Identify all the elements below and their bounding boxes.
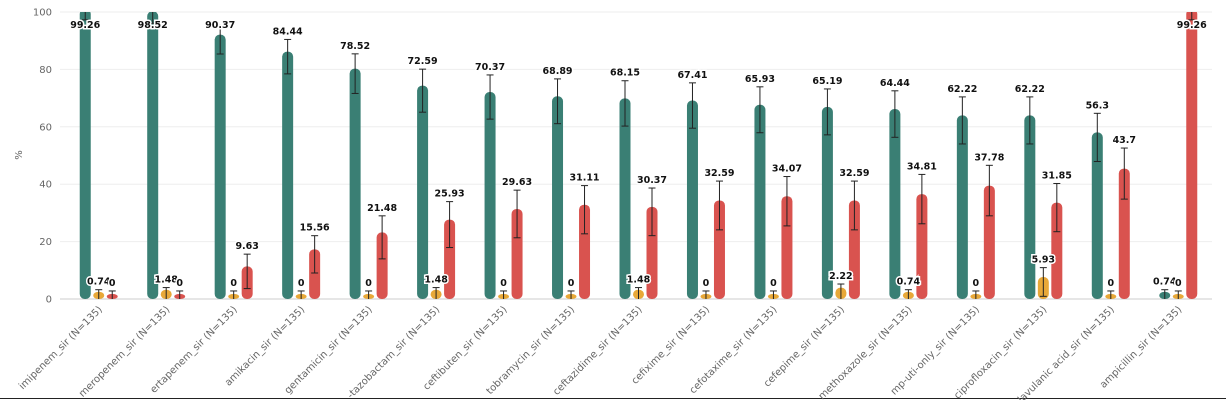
bar xyxy=(686,100,698,299)
bar xyxy=(1118,168,1130,299)
bar xyxy=(956,115,968,299)
bar xyxy=(646,206,658,299)
bar xyxy=(916,194,928,299)
value-label: 65.19 xyxy=(812,76,842,87)
value-label: 25.93 xyxy=(435,189,465,200)
value-label: 31.11 xyxy=(569,173,599,184)
value-label: 99.26 xyxy=(70,20,100,31)
bar xyxy=(214,34,226,299)
value-label: 31.85 xyxy=(1042,170,1072,181)
value-label: 68.15 xyxy=(610,68,640,79)
y-tick-label: 100 xyxy=(33,8,52,19)
value-label: 9.63 xyxy=(235,241,258,252)
value-label: 65.93 xyxy=(745,74,775,85)
value-label: 34.07 xyxy=(772,164,802,175)
bar xyxy=(848,200,860,299)
y-tick-label: 40 xyxy=(39,180,52,191)
value-label: 70.37 xyxy=(475,62,505,73)
bar xyxy=(79,12,91,299)
bar xyxy=(552,96,564,299)
value-label: 98.52 xyxy=(138,20,168,31)
value-label: 0 xyxy=(298,278,305,289)
bar xyxy=(376,232,388,299)
y-tick-label: 20 xyxy=(39,237,52,248)
bar xyxy=(1091,132,1103,299)
value-label: 67.41 xyxy=(677,70,707,81)
value-label: 1.48 xyxy=(424,275,448,286)
value-label: 37.78 xyxy=(974,152,1004,163)
bar xyxy=(511,208,523,299)
y-tick-label: 80 xyxy=(39,65,52,76)
bar xyxy=(821,106,833,299)
bar xyxy=(754,104,766,299)
value-label: 1.48 xyxy=(154,275,178,286)
plot-area xyxy=(79,12,1198,299)
bar xyxy=(781,196,793,299)
value-label: 84.44 xyxy=(273,26,303,37)
y-tick-label: 0 xyxy=(46,295,52,306)
value-label: 78.52 xyxy=(340,41,370,52)
value-label: 56.3 xyxy=(1086,100,1109,111)
value-label: 43.7 xyxy=(1113,135,1136,146)
bar xyxy=(1186,12,1198,299)
value-labels: 99.260.74098.521.48090.3709.6384.44015.5… xyxy=(69,19,1209,291)
value-label: 72.59 xyxy=(408,56,438,67)
bar xyxy=(282,51,294,299)
value-label: 0.74 xyxy=(87,277,111,288)
value-label: 0 xyxy=(1175,278,1182,289)
bar xyxy=(417,85,429,299)
y-axis-label: % xyxy=(14,150,25,160)
value-label: 34.81 xyxy=(907,161,937,172)
value-label: 5.93 xyxy=(1032,255,1055,266)
x-tick-label: cefixime_sir (N=135) xyxy=(630,304,712,386)
value-label: 62.22 xyxy=(1015,84,1045,95)
bar xyxy=(444,219,456,299)
value-label: 64.44 xyxy=(880,78,910,89)
value-label: 0 xyxy=(176,278,183,289)
value-label: 29.63 xyxy=(502,177,532,188)
value-label: 15.56 xyxy=(300,223,330,234)
bar xyxy=(147,12,159,299)
value-label: 0 xyxy=(500,278,507,289)
value-label: 0.74 xyxy=(1153,277,1177,288)
value-label: 30.37 xyxy=(637,175,667,186)
value-label: 68.89 xyxy=(542,66,572,77)
value-label: 0 xyxy=(1107,278,1114,289)
value-label: 32.59 xyxy=(704,168,734,179)
bar xyxy=(713,200,725,299)
value-label: 0 xyxy=(230,278,237,289)
bar xyxy=(309,249,321,299)
value-label: 0 xyxy=(109,278,116,289)
bar xyxy=(619,98,631,299)
bar xyxy=(579,204,591,299)
bar xyxy=(983,185,995,299)
value-label: 0 xyxy=(973,278,980,289)
value-label: 21.48 xyxy=(367,203,397,214)
bar xyxy=(1024,115,1036,299)
value-label: 0.74 xyxy=(897,277,921,288)
value-label: 62.22 xyxy=(947,84,977,95)
value-label: 32.59 xyxy=(839,168,869,179)
y-tick-label: 60 xyxy=(39,122,52,133)
bar xyxy=(1051,202,1063,299)
bar xyxy=(889,109,901,299)
value-label: 0 xyxy=(365,278,372,289)
bar xyxy=(349,68,361,299)
value-label: 99.26 xyxy=(1177,20,1207,31)
value-label: 0 xyxy=(770,278,777,289)
value-label: 0 xyxy=(703,278,710,289)
value-label: 1.48 xyxy=(627,275,651,286)
bar xyxy=(484,92,496,299)
value-label: 2.22 xyxy=(829,271,852,282)
value-label: 0 xyxy=(568,278,575,289)
value-label: 90.37 xyxy=(205,20,235,31)
